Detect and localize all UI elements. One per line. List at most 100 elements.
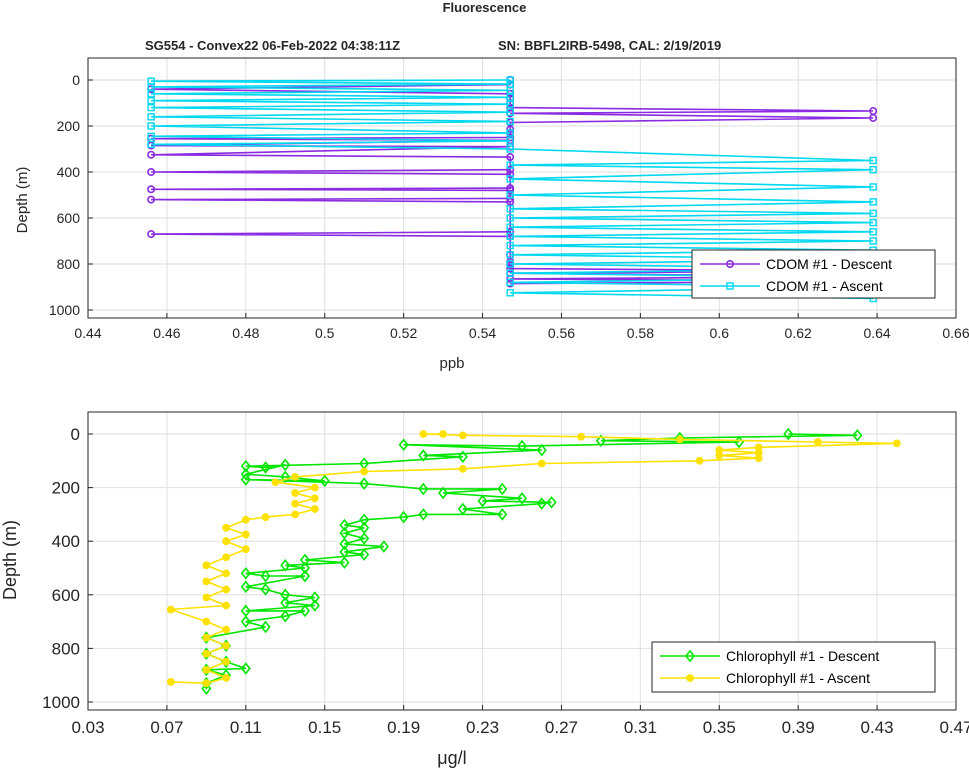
data-point [869, 237, 877, 245]
legend-marker [686, 674, 694, 682]
data-point [201, 682, 212, 695]
x-tick-label: 0.64 [863, 325, 890, 341]
axes-box [87, 411, 957, 711]
data-point [222, 641, 230, 650]
y-tick-label: 800 [57, 256, 81, 272]
data-point [458, 464, 467, 473]
figure-title: Fluorescence [442, 0, 527, 15]
data-point [299, 569, 311, 583]
data-point [280, 470, 291, 484]
data-point [240, 580, 251, 594]
data-point [359, 548, 370, 561]
data-point [359, 477, 370, 490]
data-point [536, 497, 547, 510]
data-point [506, 100, 514, 108]
data-point [477, 494, 488, 508]
data-point [147, 185, 156, 194]
x-tick-label: 0.47 [939, 718, 969, 737]
data-point [147, 132, 155, 141]
data-point [260, 569, 271, 583]
data-point [280, 609, 291, 623]
data-point [147, 96, 155, 105]
data-point [147, 113, 155, 121]
data-point [546, 496, 557, 509]
data-point [241, 530, 250, 539]
data-point [439, 430, 447, 438]
data-point [240, 473, 251, 486]
y-axis-label: Depth (m) [14, 167, 31, 234]
data-point [537, 459, 546, 468]
data-point [240, 459, 251, 473]
data-point [222, 523, 230, 532]
x-tick-label: 0.31 [624, 718, 657, 737]
data-point [261, 513, 270, 521]
x-tick-label: 0.27 [545, 718, 578, 737]
y-tick-label: 600 [57, 210, 81, 226]
data-point [280, 559, 291, 572]
data-point [506, 227, 515, 236]
x-tick-label: 0.52 [390, 325, 417, 341]
figure-subtitle-left: SG554 - Convex22 06-Feb-2022 04:38:11Z [145, 38, 401, 53]
data-point [319, 474, 330, 488]
data-point [577, 432, 586, 441]
legend-box [691, 249, 936, 299]
x-tick-label: 0.56 [548, 325, 575, 341]
data-point [222, 537, 230, 546]
data-point [222, 585, 230, 594]
data-point [457, 502, 468, 516]
data-point [506, 205, 514, 213]
x-tick-label: 0.07 [150, 718, 183, 737]
x-tick-label: 0.39 [782, 718, 815, 737]
x-tick-label: 0.44 [74, 325, 101, 341]
legend-marker [684, 649, 696, 663]
x-tick-label: 0.11 [230, 718, 262, 737]
x-tick-label: 0.46 [153, 325, 180, 341]
data-point [869, 156, 877, 165]
data-point [418, 482, 429, 496]
y-tick-label: 600 [52, 586, 80, 605]
data-point [147, 230, 156, 239]
data-point [280, 588, 291, 602]
legend-marker [725, 259, 734, 268]
data-point [852, 429, 863, 442]
data-point [310, 505, 319, 513]
data-point [202, 593, 211, 602]
data-point [241, 515, 250, 524]
data-point [147, 90, 155, 98]
data-point [309, 591, 320, 604]
data-point [271, 478, 280, 487]
data-point [506, 191, 514, 199]
data-point [360, 467, 369, 476]
data-point [339, 556, 350, 569]
data-point [419, 430, 428, 438]
data-point [280, 458, 291, 472]
y-tick-label: 400 [52, 532, 80, 551]
data-point [506, 214, 514, 222]
x-tick-label: 0.19 [387, 718, 420, 737]
data-point [506, 260, 514, 268]
data-point [240, 567, 251, 580]
data-point [240, 615, 251, 628]
data-point [506, 170, 515, 179]
x-axis-label: μg/l [437, 748, 466, 768]
data-point [147, 140, 155, 149]
legend-label: CDOM #1 - Descent [766, 256, 892, 272]
data-point [222, 657, 230, 666]
data-point [166, 678, 175, 686]
data-point [339, 518, 350, 532]
legend-marker [726, 282, 734, 290]
data-point [398, 438, 409, 452]
data-point [869, 198, 877, 206]
data-point [506, 269, 514, 277]
data-point [506, 93, 514, 101]
x-tick-label: 0.03 [71, 718, 104, 737]
data-point [260, 583, 271, 596]
data-point [398, 510, 409, 524]
data-point [869, 209, 877, 218]
data-point [497, 482, 508, 496]
legend: Chlorophyll #1 - Descent Chlorophyll #1 -… [651, 641, 936, 693]
data-point [202, 665, 211, 674]
data-point [291, 499, 300, 508]
data-point [506, 129, 514, 137]
